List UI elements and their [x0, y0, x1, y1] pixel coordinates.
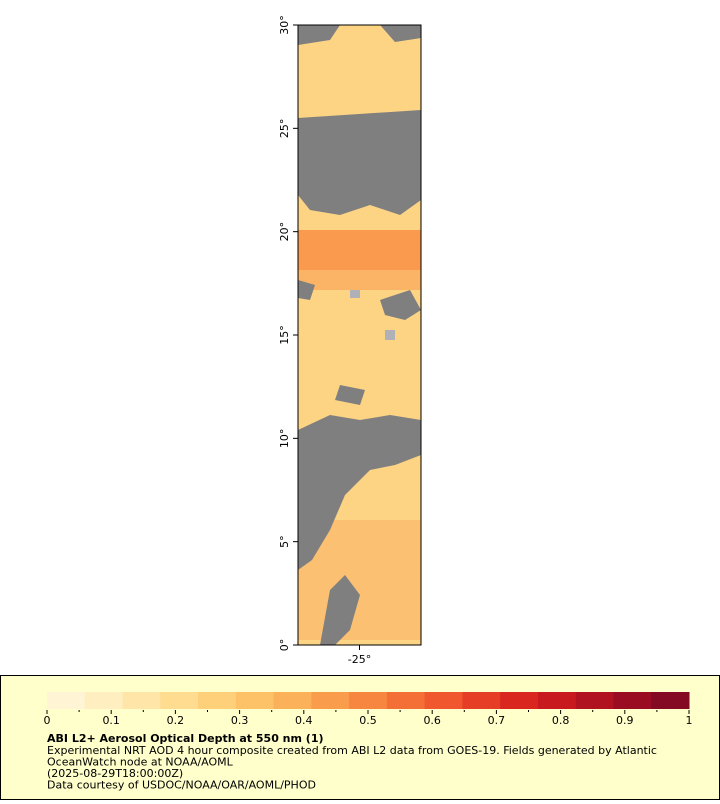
- colorbar-tick-label: 0.7: [488, 714, 506, 727]
- y-tick-label: 30°: [278, 15, 291, 35]
- colorbar-swatch: [613, 692, 652, 709]
- colorbar-swatch: [386, 692, 426, 709]
- legend-line: Data courtesy of USDOC/NOAA/OAR/AOML/PHO…: [47, 779, 316, 792]
- colorbar-swatch: [84, 692, 124, 709]
- colorbar-swatch: [349, 692, 388, 709]
- y-tick-label: 10°: [278, 429, 291, 449]
- colorbar-swatch: [122, 692, 161, 709]
- legend-line: OceanWatch node at NOAA/AOML: [47, 756, 234, 769]
- colorbar-tick-label: 1: [686, 714, 693, 727]
- colorbar-tick-label: 0.6: [423, 714, 441, 727]
- colorbar-tick-label: 0.9: [616, 714, 634, 727]
- y-tick-label: 5°: [278, 535, 291, 548]
- y-tick-label: 15°: [278, 325, 291, 345]
- colorbar-tick-label: 0.3: [231, 714, 249, 727]
- y-tick-label: 20°: [278, 222, 291, 242]
- colorbar-swatch: [575, 692, 614, 709]
- legend-line: (2025-08-29T18:00:00Z): [47, 767, 183, 780]
- colorbar-swatch: [273, 692, 312, 709]
- colorbar-tick-label: 0: [44, 714, 51, 727]
- colorbar-tick-label: 0.4: [295, 714, 313, 727]
- colorbar-swatch: [47, 692, 86, 709]
- colorbar-swatch: [198, 692, 237, 709]
- x-tick-label: -25°: [348, 653, 371, 666]
- y-tick-label: 25°: [278, 119, 291, 139]
- colorbar-swatch: [500, 692, 539, 709]
- colorbar-tick-label: 0.8: [552, 714, 570, 727]
- colorbar-tick-label: 0.2: [167, 714, 185, 727]
- y-tick-label: 0°: [278, 639, 291, 652]
- colorbar-tick-label: 0.1: [102, 714, 120, 727]
- legend-title: ABI L2+ Aerosol Optical Depth at 550 nm …: [47, 732, 324, 745]
- colorbar-swatch: [462, 692, 501, 709]
- colorbar-swatch: [160, 692, 199, 709]
- legend-line: Experimental NRT AOD 4 hour composite cr…: [47, 744, 657, 757]
- colorbar-swatch: [651, 692, 690, 709]
- colorbar-swatch: [235, 692, 275, 709]
- colorbar-swatch: [537, 692, 577, 709]
- colorbar-swatch: [424, 692, 463, 709]
- colorbar-tick-label: 0.5: [359, 714, 377, 727]
- colorbar-swatch: [311, 692, 350, 709]
- map-image: [298, 25, 421, 645]
